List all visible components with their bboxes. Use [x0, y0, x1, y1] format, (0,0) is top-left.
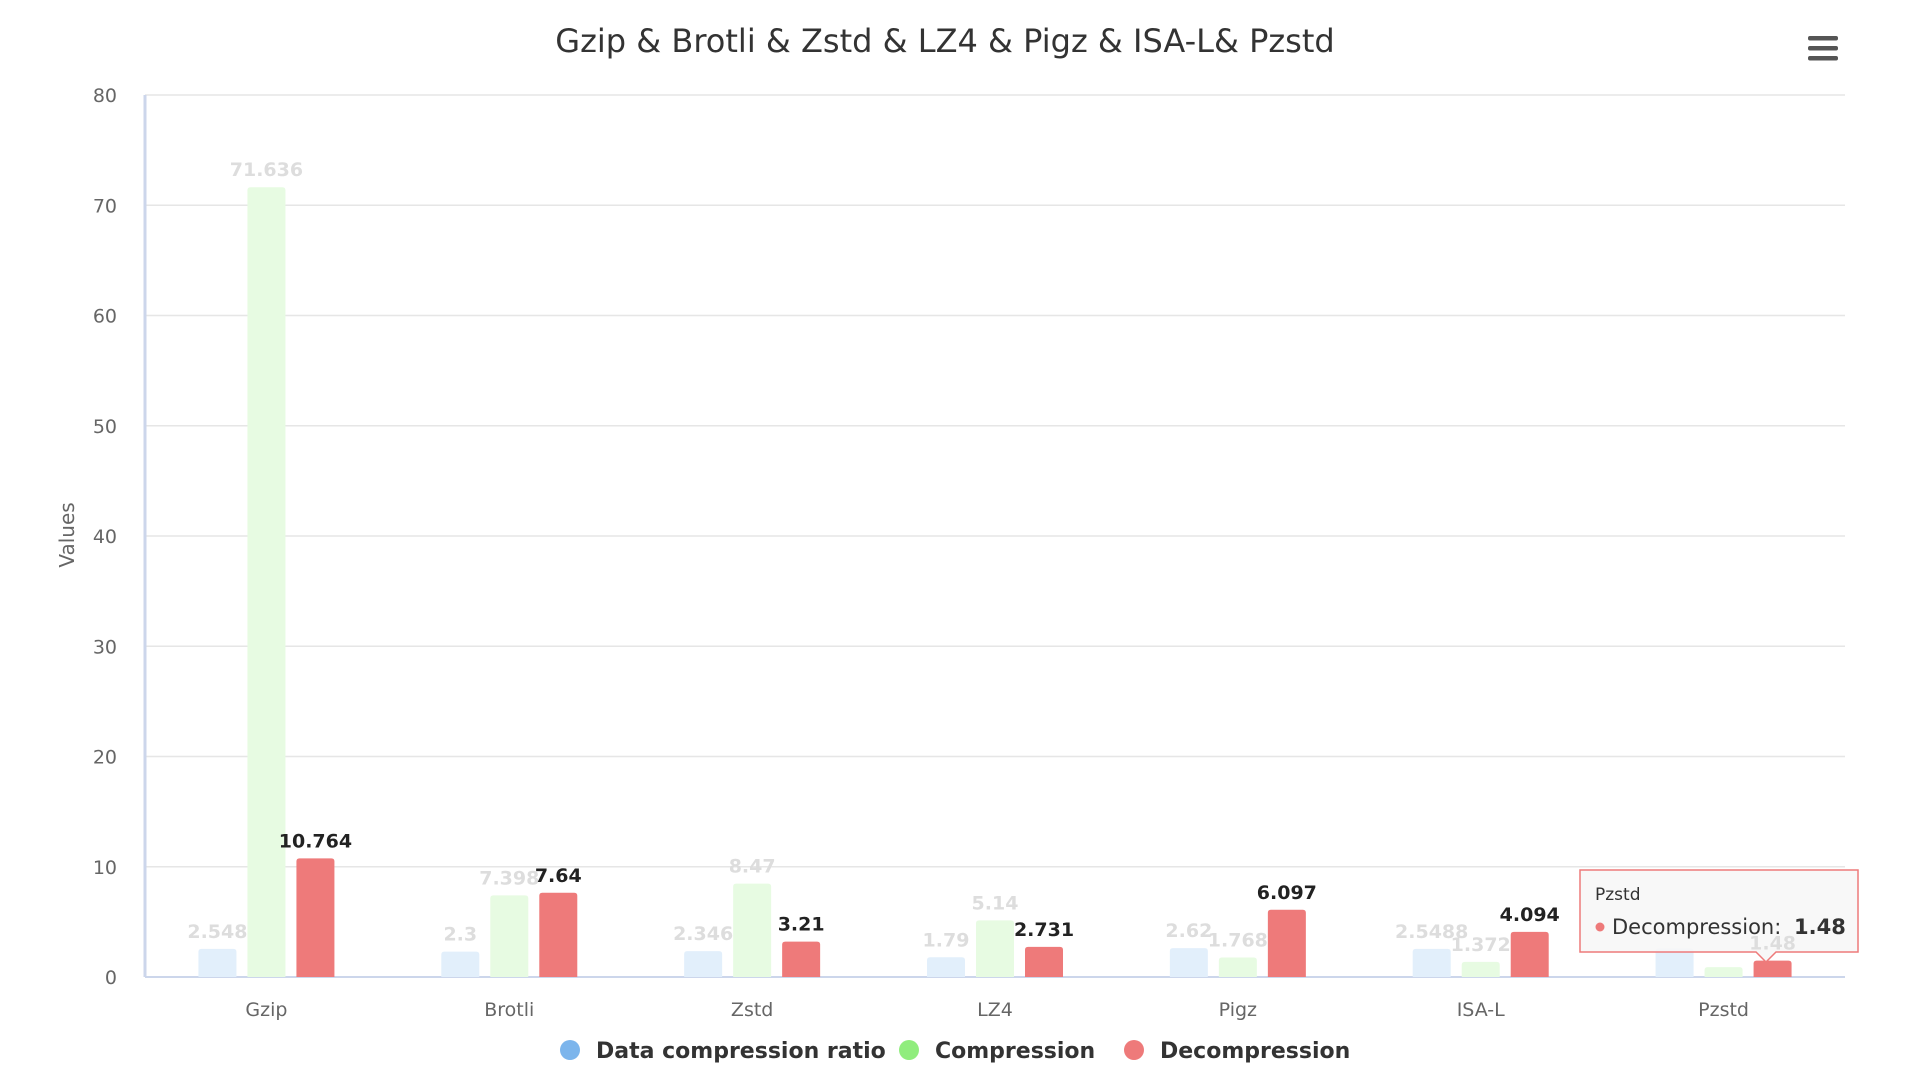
x-category-label: Pzstd [1698, 999, 1749, 1021]
data-label: 2.3 [443, 924, 477, 946]
data-label: 1.79 [923, 929, 970, 951]
bar-decompression[interactable] [296, 858, 335, 977]
y-axis-ticks: 0 10 20 30 40 50 60 70 80 [93, 85, 117, 989]
x-category-label: Zstd [731, 999, 773, 1021]
y-axis-label: Values [55, 502, 79, 567]
data-label: 1.768 [1208, 930, 1268, 952]
bar-decompression[interactable] [539, 892, 578, 977]
x-category-label: Pigz [1219, 999, 1257, 1021]
bar-decompression[interactable] [1267, 909, 1306, 977]
bars [198, 187, 1792, 977]
hamburger-menu-icon-bar[interactable] [1808, 56, 1838, 61]
legend-label: Decompression [1160, 1039, 1350, 1064]
legend-marker-icon [1124, 1040, 1144, 1060]
tooltip-value: 1.48 [1794, 915, 1846, 939]
x-axis-categories: Gzip Brotli Zstd LZ4 Pigz ISA-L Pzstd [245, 999, 1749, 1021]
bar-decompression[interactable] [1510, 931, 1549, 977]
legend: Data compression ratio Compression Decompr… [560, 1039, 1350, 1064]
y-tick-label: 50 [93, 416, 117, 438]
y-tick-label: 40 [93, 526, 117, 548]
y-tick-label: 70 [93, 195, 117, 217]
bar-data-compression-ratio[interactable] [441, 951, 480, 977]
data-label: 6.097 [1257, 882, 1317, 904]
x-category-label: Brotli [484, 999, 534, 1021]
x-category-label: Gzip [245, 999, 287, 1021]
bar-compression[interactable] [1461, 961, 1500, 977]
data-label: 4.094 [1500, 904, 1560, 926]
tooltip-series-label: Decompression: [1612, 915, 1781, 939]
bar-compression[interactable] [490, 895, 529, 977]
legend-marker-icon [899, 1040, 919, 1060]
chart-title: Gzip & Brotli & Zstd & LZ4 & Pigz & ISA-… [555, 22, 1334, 60]
bar-data-compression-ratio[interactable] [198, 948, 237, 977]
hamburger-menu-icon[interactable] [1808, 36, 1838, 41]
data-label: 2.62 [1165, 920, 1212, 942]
data-label: 5.14 [972, 892, 1019, 914]
menu-button[interactable] [1808, 36, 1838, 61]
legend-marker-icon [560, 1040, 580, 1060]
bar-compression[interactable] [733, 883, 772, 977]
bar-data-compression-ratio[interactable] [927, 957, 965, 977]
legend-item[interactable]: Compression [899, 1039, 1095, 1064]
data-label: 2.5488 [1395, 921, 1468, 943]
bar-data-compression-ratio[interactable] [1169, 948, 1208, 977]
bar-compression[interactable] [976, 920, 1014, 977]
data-label: 2.731 [1014, 919, 1074, 941]
data-label: 71.636 [230, 159, 303, 181]
y-tick-label: 80 [93, 85, 117, 107]
data-label: 10.764 [279, 830, 352, 852]
tooltip: Pzstd Decompression: 1.48 [1579, 869, 1859, 964]
bar-data-compression-ratio[interactable] [1412, 948, 1451, 977]
y-tick-label: 0 [105, 967, 117, 989]
legend-item[interactable]: Data compression ratio [560, 1039, 886, 1064]
x-category-label: ISA-L [1457, 999, 1505, 1021]
bar-compression[interactable] [1218, 957, 1257, 977]
bar-data-compression-ratio[interactable] [684, 951, 723, 977]
y-tick-label: 20 [93, 747, 117, 769]
legend-label: Data compression ratio [596, 1039, 886, 1064]
x-category-label: LZ4 [977, 999, 1013, 1021]
data-label: 7.398 [479, 867, 539, 889]
tooltip-box [1579, 869, 1859, 964]
legend-item[interactable]: Decompression [1124, 1039, 1350, 1064]
y-tick-label: 30 [93, 636, 117, 658]
y-tick-label: 60 [93, 306, 117, 328]
bar-decompression[interactable] [1025, 946, 1063, 977]
legend-label: Compression [935, 1039, 1095, 1064]
bar-decompression[interactable] [1753, 960, 1792, 977]
bar-compression[interactable] [247, 187, 286, 977]
tooltip-category: Pzstd [1595, 885, 1641, 905]
bar-compression[interactable] [1704, 967, 1743, 977]
y-tick-label: 10 [93, 857, 117, 879]
data-label: 7.64 [535, 865, 582, 887]
data-label: 8.47 [729, 856, 776, 878]
grid-lines [143, 94, 1845, 978]
data-label: 1.372 [1451, 934, 1511, 956]
data-label: 2.346 [673, 923, 733, 945]
bar-decompression[interactable] [782, 941, 821, 977]
data-label: 3.21 [778, 914, 825, 936]
tooltip-marker-icon [1595, 922, 1605, 932]
hamburger-menu-icon-bar[interactable] [1808, 46, 1838, 51]
bar-data-compression-ratio[interactable] [1655, 948, 1694, 977]
data-label: 2.548 [187, 921, 247, 943]
